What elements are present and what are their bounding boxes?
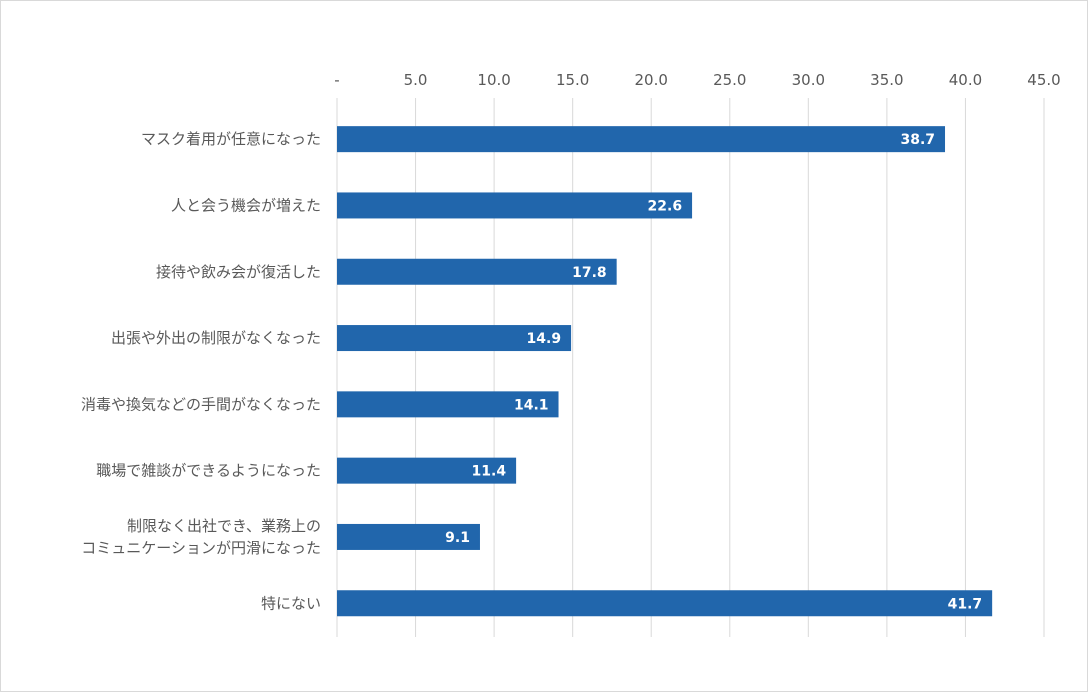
bar — [337, 391, 559, 418]
value-labels: 38.7 22.6 17.8 14.9 14.1 11.4 9.1 41.7 — [445, 132, 982, 612]
x-axis-ticks: - 5.0 10.0 15.0 20.0 25.0 30.0 35.0 40.0 45.0 — [334, 71, 1060, 89]
data-label: 9.1 — [445, 530, 470, 546]
data-label: 41.7 — [948, 596, 983, 612]
x-tick-label: 25.0 — [713, 71, 746, 89]
x-tick-label: 15.0 — [556, 71, 589, 89]
x-tick-label: 30.0 — [792, 71, 825, 89]
category-label: 制限なく出社でき、業務上の — [127, 517, 321, 535]
bar — [337, 325, 572, 352]
bar — [337, 457, 517, 484]
data-label: 11.4 — [472, 464, 507, 480]
x-tick-label: 10.0 — [477, 71, 510, 89]
bar — [337, 126, 946, 153]
bar — [337, 258, 617, 285]
x-tick-label: 45.0 — [1027, 71, 1060, 89]
category-label: 消毒や換気などの手間がなくなった — [81, 395, 321, 413]
category-label: 人と会う機会が増えた — [171, 196, 321, 214]
data-label: 17.8 — [572, 265, 607, 281]
bar — [337, 523, 480, 550]
category-label: 特にない — [261, 594, 321, 612]
bar — [337, 192, 693, 219]
gridlines — [336, 98, 1045, 637]
x-tick-label: 5.0 — [404, 71, 428, 89]
category-labels: マスク着用が任意になった人と会う機会が増えた接待や飲み会が復活した出張や外出の制… — [81, 130, 321, 612]
x-tick-label: 35.0 — [870, 71, 903, 89]
x-tick-label: - — [334, 71, 339, 89]
x-tick-label: 20.0 — [635, 71, 668, 89]
bar — [337, 590, 993, 617]
data-label: 22.6 — [648, 198, 683, 214]
data-label: 14.9 — [527, 331, 562, 347]
bars — [337, 126, 993, 617]
category-label: 出張や外出の制限がなくなった — [111, 329, 321, 347]
category-label: 職場で雑談ができるようになった — [96, 462, 321, 480]
category-label: マスク着用が任意になった — [141, 130, 321, 148]
data-label: 14.1 — [514, 397, 549, 413]
category-label: コミュニケーションが円滑になった — [81, 539, 321, 557]
data-label: 38.7 — [900, 132, 935, 148]
x-tick-label: 40.0 — [949, 71, 982, 89]
category-label: 接待や飲み会が復活した — [156, 263, 321, 281]
